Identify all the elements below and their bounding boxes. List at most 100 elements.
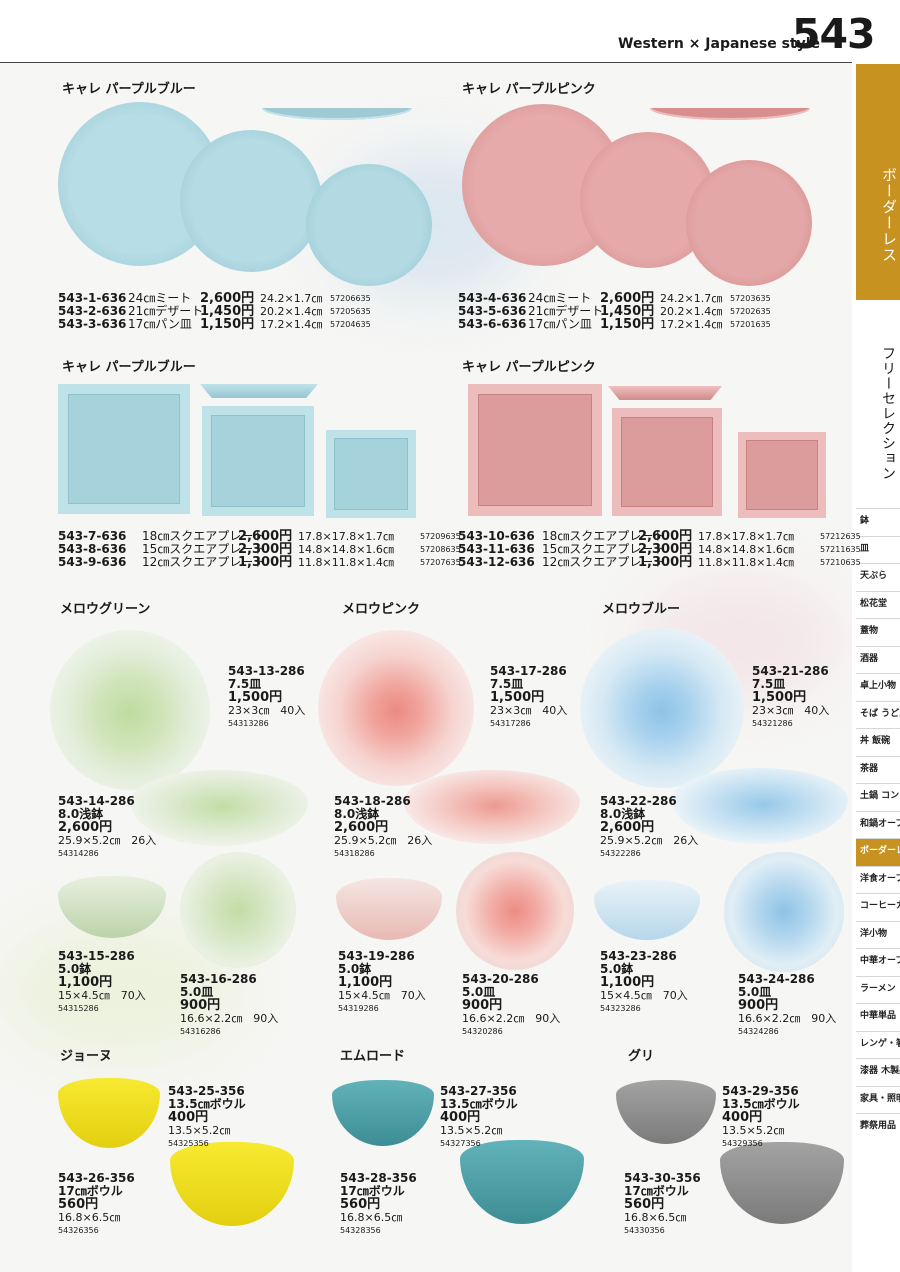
product-name: 13.5㎝ボウル: [168, 1097, 246, 1111]
product-jan: 57202635: [730, 307, 771, 316]
sidebar-tab[interactable]: 土鍋 コンロ: [856, 783, 900, 811]
product-name: 5.0鉢: [58, 962, 92, 976]
product-name: 8.0浅鉢: [334, 807, 380, 821]
product-code: 543-19-286: [338, 949, 415, 963]
product-price: 900円: [462, 998, 503, 1013]
sidebar-tab[interactable]: 和鍋オーブン: [856, 810, 900, 839]
plate-side-view: [262, 108, 412, 120]
product-name: 17㎝ボウル: [624, 1184, 689, 1198]
product-price: 1,150円: [600, 317, 655, 332]
sidebar-tab[interactable]: コーヒーカップ マグカップ: [856, 893, 900, 921]
sidebar-tab[interactable]: 丼 飯碗: [856, 728, 900, 756]
product-size: 15×4.5㎝ 70入: [58, 989, 146, 1002]
product-jan: 57201635: [730, 320, 771, 329]
sidebar-tab[interactable]: 洋小物: [856, 920, 900, 949]
product-name: 15㎝スクエアプレート: [142, 542, 266, 556]
product-jan: 57212635: [820, 532, 861, 541]
product-name: 18㎝スクエアプレート: [542, 529, 666, 543]
product-size: 16.6×2.2㎝ 90入: [462, 1012, 561, 1025]
product-code: 543-12-636: [458, 555, 535, 569]
product-spec: 543-13-286 7.5皿 1,500円 23×3㎝ 40入 54313286: [228, 665, 305, 730]
product-jan: 57205635: [330, 307, 371, 316]
product-name: 17㎝パン皿: [128, 317, 192, 331]
product-name: 5.0鉢: [338, 962, 372, 976]
product-spec: 543-29-356 13.5㎝ボウル 400円 13.5×5.2㎝ 54329356: [722, 1085, 800, 1150]
product-jan: 54317286: [490, 719, 531, 728]
product-price: 2,300円: [238, 542, 293, 557]
sidebar-tab[interactable]: 茶器: [856, 755, 900, 784]
sidebar-tab[interactable]: 卓上小物: [856, 673, 900, 701]
product-price: 1,100円: [338, 975, 393, 990]
product-spec: 543-20-286 5.0皿 900円 16.6×2.2㎝ 90入 54320286: [462, 973, 560, 1038]
product-price: 900円: [180, 998, 221, 1013]
mellow-plate-5.0: [724, 852, 844, 972]
product-size: 23×3㎝ 40入: [490, 704, 568, 717]
product-name: 17㎝パン皿: [528, 317, 592, 331]
sidebar-tab[interactable]: 漆器 木製品: [856, 1058, 900, 1086]
product-jan: 54319286: [338, 1004, 379, 1013]
product-code: 543-2-636: [58, 304, 127, 318]
product-size: 13.5×5.2㎝: [440, 1124, 503, 1137]
product-size: 23×3㎝ 40入: [228, 704, 306, 717]
product-price: 2,600円: [600, 291, 655, 306]
sidebar-tab[interactable]: 蓋物: [856, 618, 900, 646]
product-size: 24.2×1.7㎝: [660, 292, 723, 305]
header-title: Western × Japanese style: [618, 36, 821, 52]
product-spec: 543-14-286 8.0浅鉢 2,600円 25.9×5.2㎝ 26入 543142…: [58, 795, 156, 860]
sidebar-active-category[interactable]: ボーダーレス: [856, 64, 900, 300]
product-name: 5.0皿: [180, 985, 214, 999]
mellow-plate-5.0: [180, 852, 296, 968]
product-jan: 54321286: [752, 719, 793, 728]
product-name: 12㎝スクエアプレート: [142, 555, 266, 569]
product-jan: 54324286: [738, 1027, 779, 1036]
product-price: 1,500円: [228, 690, 283, 705]
sidebar-tab[interactable]: 葬祭用品: [856, 1113, 900, 1141]
product-price: 900円: [738, 998, 779, 1013]
product-size: 20.2×1.4㎝: [660, 305, 723, 318]
sidebar-tab[interactable]: 洋食オーブン: [856, 865, 900, 894]
sidebar-tab[interactable]: レンゲ・箸 スプーン: [856, 1030, 900, 1059]
product-jan: 54313286: [228, 719, 269, 728]
sidebar-tab[interactable]: 中華オーブン: [856, 948, 900, 976]
product-jan: 54325356: [168, 1139, 209, 1148]
section-title: キャレ パープルブルー: [62, 82, 196, 97]
sidebar-tab[interactable]: 家具・照明 和雑貨: [856, 1085, 900, 1114]
product-size: 16.8×6.5㎝: [340, 1211, 403, 1224]
sidebar-tab[interactable]: そば うどん: [856, 700, 900, 729]
product-size: 15×4.5㎝ 70入: [600, 989, 688, 1002]
product-code: 543-28-356: [340, 1171, 417, 1185]
product-name: 5.0鉢: [600, 962, 634, 976]
sidebar-tab[interactable]: 鉢: [856, 508, 900, 536]
sidebar-tab[interactable]: ラーメン: [856, 975, 900, 1004]
product-size: 14.8×14.8×1.6㎝: [698, 543, 794, 556]
header-rule: [0, 62, 900, 63]
product-price: 400円: [168, 1110, 209, 1125]
square-plate-15cm: [612, 408, 722, 516]
sidebar-tab[interactable]: 酒器: [856, 645, 900, 674]
product-jan: 57208635: [420, 545, 461, 554]
product-size: 11.8×11.8×1.4㎝: [698, 556, 794, 569]
sidebar-tab[interactable]: 皿: [856, 535, 900, 564]
product-price: 2,600円: [334, 820, 389, 835]
product-name: 13.5㎝ボウル: [722, 1097, 800, 1111]
product-code: 543-20-286: [462, 972, 539, 986]
product-jan: 54330356: [624, 1226, 665, 1235]
product-price: 400円: [722, 1110, 763, 1125]
sidebar-tab[interactable]: 松花堂: [856, 590, 900, 619]
sidebar-tab[interactable]: 中華単品: [856, 1003, 900, 1031]
product-jan: 57211635: [820, 545, 861, 554]
product-name: 13.5㎝ボウル: [440, 1097, 518, 1111]
square-plate-15cm: [202, 406, 314, 516]
product-code: 543-14-286: [58, 794, 135, 808]
product-spec: 543-22-286 8.0浅鉢 2,600円 25.9×5.2㎝ 26入 543222…: [600, 795, 698, 860]
product-code: 543-15-286: [58, 949, 135, 963]
product-jan: 57204635: [330, 320, 371, 329]
sidebar-tab[interactable]: ボーダーレス: [856, 838, 900, 866]
sidebar-alt-category[interactable]: フリーセレクション: [880, 346, 896, 481]
product-price: 2,600円: [638, 529, 693, 544]
mellow-plate-7.5: [318, 630, 474, 786]
product-spec: 543-25-356 13.5㎝ボウル 400円 13.5×5.2㎝ 54325356: [168, 1085, 246, 1150]
sidebar-tab[interactable]: 天ぷら: [856, 563, 900, 591]
square-plate-side-view: [608, 386, 722, 400]
